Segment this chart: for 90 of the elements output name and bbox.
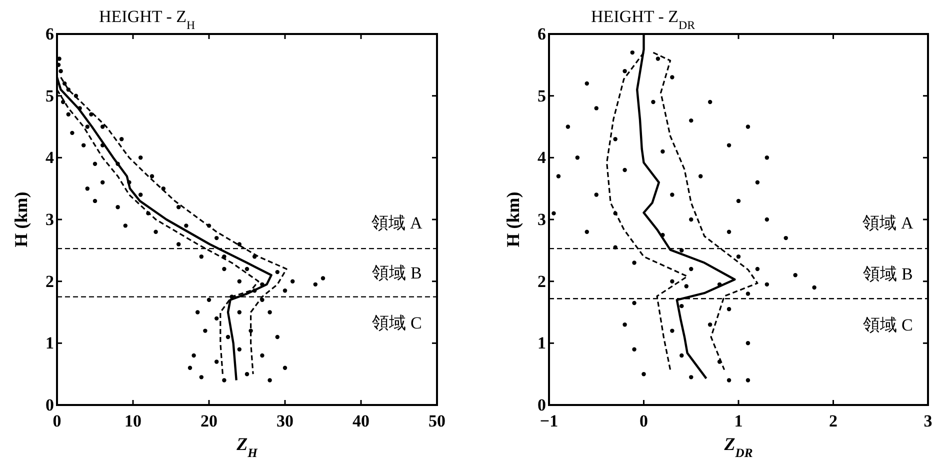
point	[726, 378, 732, 382]
y-tick-label: 5	[538, 86, 546, 106]
annotation: 領域 B	[372, 264, 422, 283]
annotation: 領域 C	[863, 316, 913, 335]
point	[746, 341, 750, 346]
point	[689, 217, 694, 222]
x-tick-label: 50	[428, 412, 446, 431]
point	[575, 156, 580, 160]
x-tick-label: 2	[829, 412, 838, 431]
point	[793, 273, 798, 278]
point	[632, 347, 636, 352]
point	[708, 100, 712, 104]
point	[736, 198, 741, 204]
y-tick-label: 0	[46, 395, 54, 414]
point	[552, 211, 556, 216]
point	[708, 322, 712, 327]
point	[784, 236, 788, 240]
point	[656, 56, 660, 61]
point	[594, 192, 598, 197]
x-tick-label: −1	[540, 412, 558, 431]
point	[556, 174, 561, 178]
point	[726, 307, 732, 312]
point	[764, 282, 770, 287]
annotation: 領域 B	[863, 264, 913, 284]
point	[670, 75, 674, 80]
y-tick-label: 4	[46, 148, 54, 168]
x-axis-title: Z$_{DR}$	[723, 434, 753, 460]
point	[622, 322, 627, 327]
x-tick-label: 20	[200, 412, 218, 431]
y-tick-label: 5	[46, 86, 54, 106]
point	[736, 254, 741, 259]
point	[680, 353, 684, 358]
y-tick-label: 1	[538, 334, 546, 353]
x-tick-label: 3	[924, 412, 932, 431]
point	[594, 106, 598, 110]
point	[726, 143, 732, 148]
y-tick-label: 4	[538, 148, 546, 168]
point	[812, 285, 816, 290]
y-axis-title: H (km)	[11, 192, 31, 248]
chart-title: HEIGHT - Z$_{DR}$	[591, 7, 696, 32]
point	[755, 180, 760, 185]
point	[632, 300, 636, 306]
y-tick-label: 2	[538, 272, 546, 291]
point	[566, 124, 570, 129]
x-tick-label: 0	[640, 412, 648, 431]
x-tick-label: 30	[276, 412, 294, 431]
annotation: 領域 A	[862, 214, 914, 233]
y-tick-label: 6	[538, 24, 546, 44]
point	[632, 260, 636, 265]
y-tick-label: 3	[538, 210, 546, 229]
point	[680, 248, 684, 253]
point	[746, 378, 750, 382]
point	[613, 137, 618, 142]
point	[670, 192, 674, 197]
y-tick-label: 1	[46, 334, 54, 353]
point	[764, 156, 770, 160]
point	[642, 372, 646, 376]
point	[689, 118, 694, 123]
point	[622, 68, 627, 74]
y-tick-label: 0	[538, 395, 546, 414]
point	[689, 266, 694, 272]
point	[584, 81, 590, 86]
point	[680, 304, 684, 308]
annotation: 領域 A	[372, 214, 423, 233]
y-axis-title: H (km)	[503, 192, 523, 248]
point	[630, 50, 634, 55]
point	[684, 284, 688, 288]
annotation: 領域 C	[372, 314, 422, 333]
point	[670, 279, 674, 284]
point	[660, 149, 665, 154]
y-tick-label: 6	[46, 24, 54, 44]
x-tick-label: 10	[124, 412, 142, 431]
point	[584, 230, 590, 234]
point	[764, 217, 770, 222]
point	[670, 328, 674, 333]
point	[698, 174, 703, 178]
x-tick-label: 1	[734, 412, 743, 431]
x-tick-label: 40	[352, 412, 370, 431]
point	[622, 168, 627, 172]
point	[689, 375, 694, 380]
point	[651, 100, 656, 104]
x-axis-title: Z$_{H}$	[236, 434, 259, 460]
point	[755, 266, 760, 272]
y-tick-label: 2	[46, 272, 54, 291]
point	[746, 292, 750, 296]
point	[613, 245, 618, 250]
chart-title: HEIGHT - Z$_{H}$	[99, 7, 196, 32]
point	[726, 230, 732, 234]
y-tick-label: 3	[46, 210, 54, 229]
point	[746, 124, 750, 129]
